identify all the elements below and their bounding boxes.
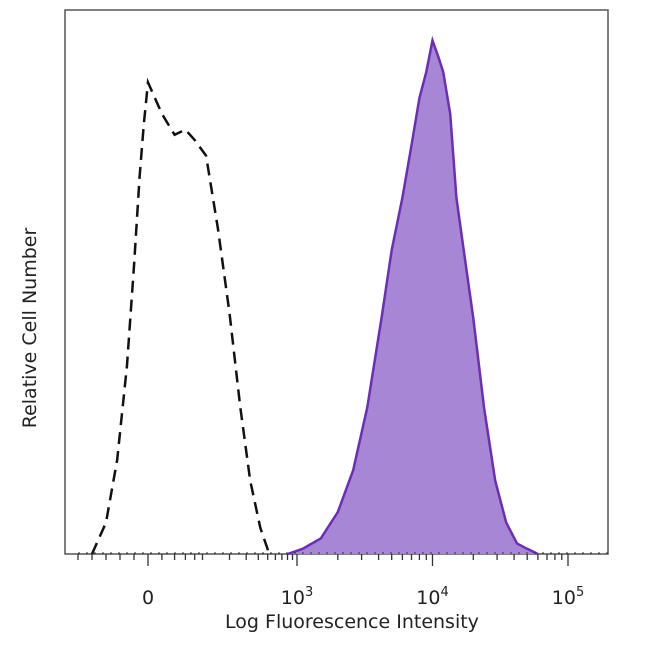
x-tick-label: 105 [552, 585, 584, 609]
series-layer [78, 35, 608, 556]
x-tick-labels: 0 103 104 105 [142, 585, 584, 609]
y-axis-title: Relative Cell Number [19, 228, 41, 429]
stained-histogram-fill [287, 40, 538, 554]
x-ticks [77, 554, 569, 566]
x-tick-label: 104 [416, 585, 448, 609]
x-tick-label: 0 [142, 587, 154, 609]
control-histogram-outline [90, 77, 271, 555]
x-tick-label: 103 [281, 585, 313, 609]
stained-histogram-outline [287, 35, 539, 556]
x-axis-title: Log Fluorescence Intensity [225, 611, 479, 633]
